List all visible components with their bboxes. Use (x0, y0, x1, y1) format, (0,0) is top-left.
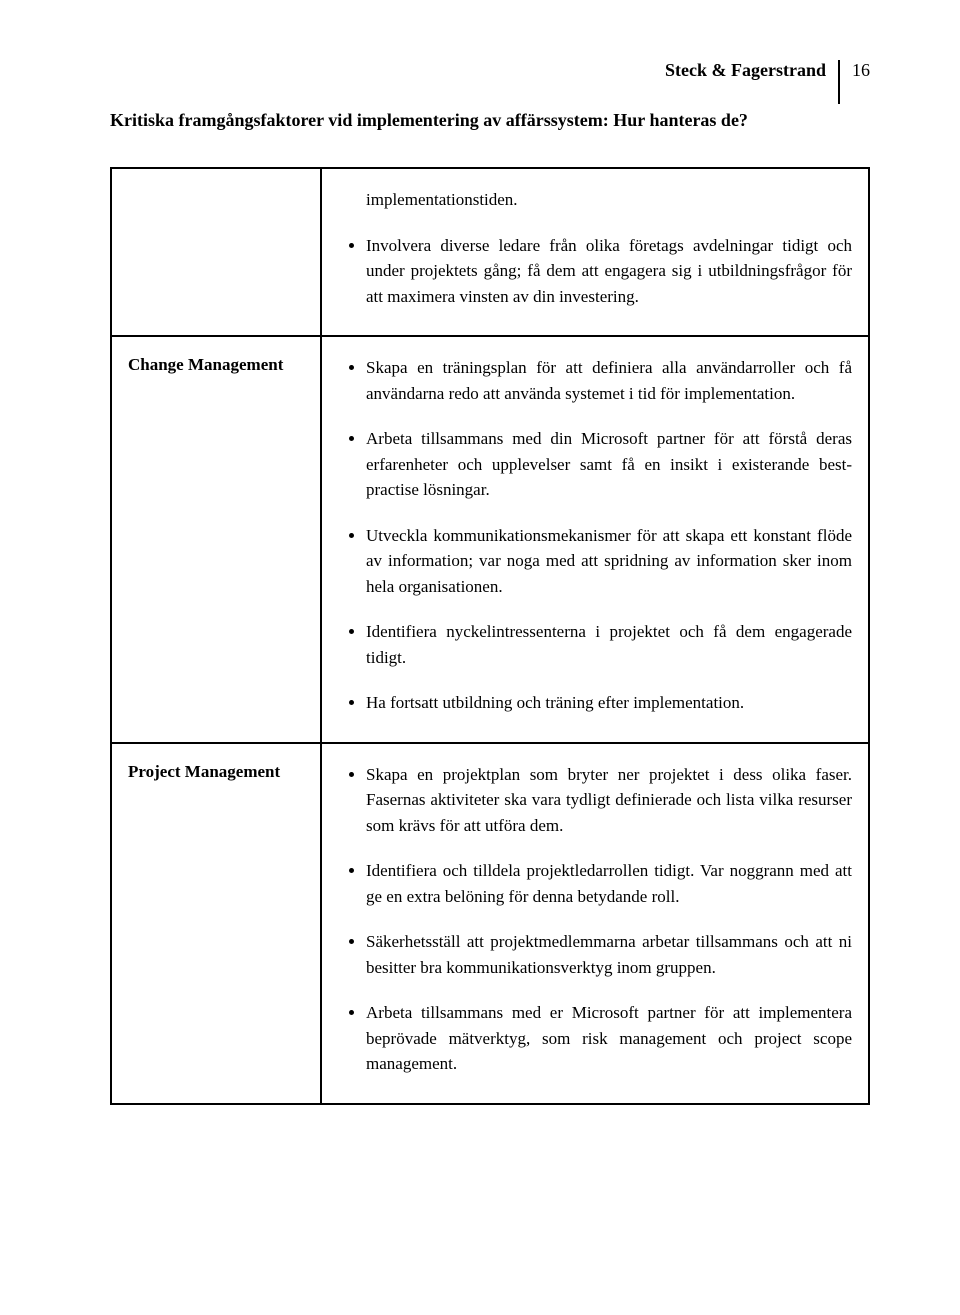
row3-label: Project Management (111, 743, 321, 1104)
row1-intro: implementationstiden. (338, 187, 852, 213)
content-table: implementationstiden. Involvera diverse … (110, 167, 870, 1105)
table-row: Change Management Skapa en träningsplan … (111, 336, 869, 743)
list-item: Involvera diverse ledare från olika före… (366, 233, 852, 310)
list-item: Skapa en träningsplan för att definiera … (366, 355, 852, 406)
row2-label: Change Management (111, 336, 321, 743)
header-divider (838, 60, 840, 104)
row1-content: implementationstiden. Involvera diverse … (321, 168, 869, 336)
list-item: Utveckla kommunikationsmekanismer för at… (366, 523, 852, 600)
page-subtitle: Kritiska framgångsfaktorer vid implement… (110, 110, 870, 131)
row2-content: Skapa en träningsplan för att definiera … (321, 336, 869, 743)
row1-label (111, 168, 321, 336)
list-item: Ha fortsatt utbildning och träning efter… (366, 690, 852, 716)
list-item: Arbeta tillsammans med er Microsoft part… (366, 1000, 852, 1077)
row2-bullets: Skapa en träningsplan för att definiera … (338, 355, 852, 716)
table-row: Project Management Skapa en projektplan … (111, 743, 869, 1104)
list-item: Skapa en projektplan som bryter ner proj… (366, 762, 852, 839)
row3-bullets: Skapa en projektplan som bryter ner proj… (338, 762, 852, 1077)
list-item: Identifiera nyckelintressenterna i proje… (366, 619, 852, 670)
page: Steck & Fagerstrand 16 Kritiska framgång… (0, 0, 960, 1315)
authors-text: Steck & Fagerstrand (665, 60, 826, 81)
page-number: 16 (852, 60, 870, 81)
list-item: Identifiera och tilldela projektledarrol… (366, 858, 852, 909)
row1-bullets: Involvera diverse ledare från olika före… (338, 233, 852, 310)
row3-content: Skapa en projektplan som bryter ner proj… (321, 743, 869, 1104)
table-row: implementationstiden. Involvera diverse … (111, 168, 869, 336)
page-header: Steck & Fagerstrand 16 (110, 60, 870, 104)
list-item: Säkerhetsställ att projektmedlemmarna ar… (366, 929, 852, 980)
list-item: Arbeta tillsammans med din Microsoft par… (366, 426, 852, 503)
